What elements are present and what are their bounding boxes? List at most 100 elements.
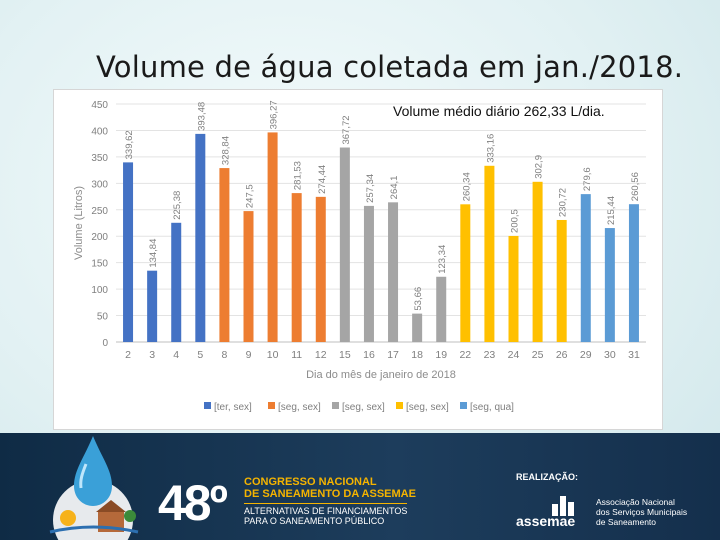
data-label: 53,66 bbox=[413, 287, 424, 311]
y-tick-label: 250 bbox=[91, 206, 108, 217]
water-drop-logo bbox=[49, 436, 139, 540]
bar bbox=[556, 219, 567, 342]
assemae-brand: assemae bbox=[516, 513, 575, 528]
assemae-logo: assemae bbox=[516, 496, 575, 528]
data-label: 247,5 bbox=[245, 184, 256, 208]
y-tick-label: 350 bbox=[91, 153, 108, 164]
data-label: 225,38 bbox=[172, 191, 183, 220]
data-label: 215,44 bbox=[606, 196, 617, 225]
bar bbox=[412, 313, 423, 342]
x-tick-label: 16 bbox=[363, 349, 375, 361]
bar bbox=[604, 228, 615, 342]
data-label: 281,53 bbox=[293, 161, 304, 190]
data-label: 200,5 bbox=[510, 209, 521, 233]
x-tick-label: 10 bbox=[267, 349, 279, 361]
y-tick-label: 450 bbox=[91, 100, 108, 111]
legend-entry: [ter, sex] bbox=[214, 402, 252, 413]
data-label: 230,72 bbox=[558, 188, 569, 217]
y-tick-label: 400 bbox=[91, 126, 108, 137]
congress-edition-number: 48º bbox=[158, 475, 228, 531]
congress-sub-line2: PARA O SANEAMENTO PÚBLICO bbox=[244, 516, 385, 526]
x-tick-label: 8 bbox=[221, 349, 227, 361]
x-tick-label: 22 bbox=[459, 349, 471, 361]
x-tick-label: 31 bbox=[628, 349, 640, 361]
legend-entry: [seg, qua] bbox=[470, 402, 514, 413]
realizacao-label: REALIZAÇÃO: bbox=[516, 472, 578, 482]
bar bbox=[580, 194, 591, 342]
data-label: 302,9 bbox=[534, 155, 545, 179]
bar bbox=[123, 162, 134, 342]
data-label: 396,27 bbox=[269, 100, 280, 129]
data-label: 339,62 bbox=[124, 130, 135, 159]
x-tick-label: 2 bbox=[125, 349, 131, 361]
x-tick-label: 30 bbox=[604, 349, 616, 361]
data-label: 134,84 bbox=[148, 239, 159, 268]
bar bbox=[147, 270, 158, 342]
x-tick-label: 3 bbox=[149, 349, 155, 361]
bar bbox=[315, 196, 326, 342]
y-tick-label: 200 bbox=[91, 232, 108, 243]
legend-entry: [seg, sex] bbox=[278, 402, 321, 413]
legend-swatch bbox=[268, 402, 275, 409]
x-tick-label: 12 bbox=[315, 349, 327, 361]
bar bbox=[363, 205, 374, 342]
bar bbox=[195, 133, 206, 342]
legend-swatch bbox=[204, 402, 211, 409]
congress-name: CONGRESSO NACIONAL DE SANEAMENTO DA ASSE… bbox=[244, 476, 416, 500]
x-tick-label: 11 bbox=[291, 349, 302, 361]
bar bbox=[484, 165, 495, 342]
data-label: 123,34 bbox=[437, 245, 448, 274]
y-tick-label: 100 bbox=[91, 285, 108, 296]
slide-title: Volume de água coletada em jan./2018. bbox=[96, 50, 684, 84]
x-tick-label: 25 bbox=[532, 349, 544, 361]
assemae-line3: de Saneamento bbox=[596, 517, 657, 527]
bar bbox=[339, 147, 350, 342]
x-tick-label: 17 bbox=[387, 349, 399, 361]
x-tick-label: 15 bbox=[339, 349, 351, 361]
y-tick-label: 0 bbox=[102, 338, 108, 349]
x-tick-label: 9 bbox=[246, 349, 252, 361]
bar-chart: 0 50 100 150 200 250 300 350 400 450 Volume (Litro… bbox=[73, 100, 646, 413]
data-label: 260,56 bbox=[630, 172, 641, 201]
y-tick-label: 50 bbox=[97, 312, 109, 323]
congress-subtitle: ALTERNATIVAS DE FINANCIAMENTOS PARA O SA… bbox=[244, 503, 408, 526]
bar bbox=[628, 204, 639, 342]
y-tick-label: 300 bbox=[91, 179, 108, 190]
data-label: 257,34 bbox=[365, 174, 376, 203]
x-tick-label: 5 bbox=[197, 349, 203, 361]
bar bbox=[291, 193, 302, 342]
y-axis-label: Volume (Litros) bbox=[73, 186, 85, 260]
data-label: 333,16 bbox=[485, 134, 496, 163]
chart-panel: 0 50 100 150 200 250 300 350 400 450 Volume (Litro… bbox=[53, 89, 663, 430]
legend-entry: [seg, sex] bbox=[406, 402, 449, 413]
data-label: 367,72 bbox=[341, 115, 352, 144]
legend-swatch bbox=[396, 402, 403, 409]
x-tick-label: 19 bbox=[435, 349, 447, 361]
bar bbox=[171, 222, 182, 342]
y-tick-label: 150 bbox=[91, 259, 108, 270]
x-tick-label: 4 bbox=[173, 349, 179, 361]
data-label: 260,34 bbox=[461, 172, 472, 201]
bar bbox=[243, 211, 254, 342]
data-label: 274,44 bbox=[317, 165, 328, 194]
congress-name-line2: DE SANEAMENTO DA ASSEMAE bbox=[244, 488, 416, 500]
legend-entry: [seg, sex] bbox=[342, 402, 385, 413]
x-tick-label: 26 bbox=[556, 349, 568, 361]
congress-sub-line1: ALTERNATIVAS DE FINANCIAMENTOS bbox=[244, 506, 408, 516]
congress-name-line1: CONGRESSO NACIONAL bbox=[244, 476, 377, 488]
x-tick-label: 18 bbox=[411, 349, 423, 361]
legend-swatch bbox=[332, 402, 339, 409]
bar bbox=[219, 168, 230, 342]
data-label: 393,48 bbox=[196, 102, 207, 131]
x-tick-label: 24 bbox=[508, 349, 520, 361]
legend-swatch bbox=[460, 402, 467, 409]
assemae-line2: dos Serviços Municipais bbox=[596, 507, 688, 517]
bar bbox=[532, 181, 543, 342]
assemae-line1: Associação Nacional bbox=[596, 497, 675, 507]
assemae-description: Associação Nacional dos Serviços Municip… bbox=[596, 497, 687, 527]
bar bbox=[267, 132, 278, 342]
bar bbox=[388, 202, 399, 342]
average-note: Volume médio diário 262,33 L/dia. bbox=[393, 103, 605, 119]
x-axis-label: Dia do mês de janeiro de 2018 bbox=[306, 369, 456, 381]
data-label: 279,6 bbox=[582, 167, 593, 191]
